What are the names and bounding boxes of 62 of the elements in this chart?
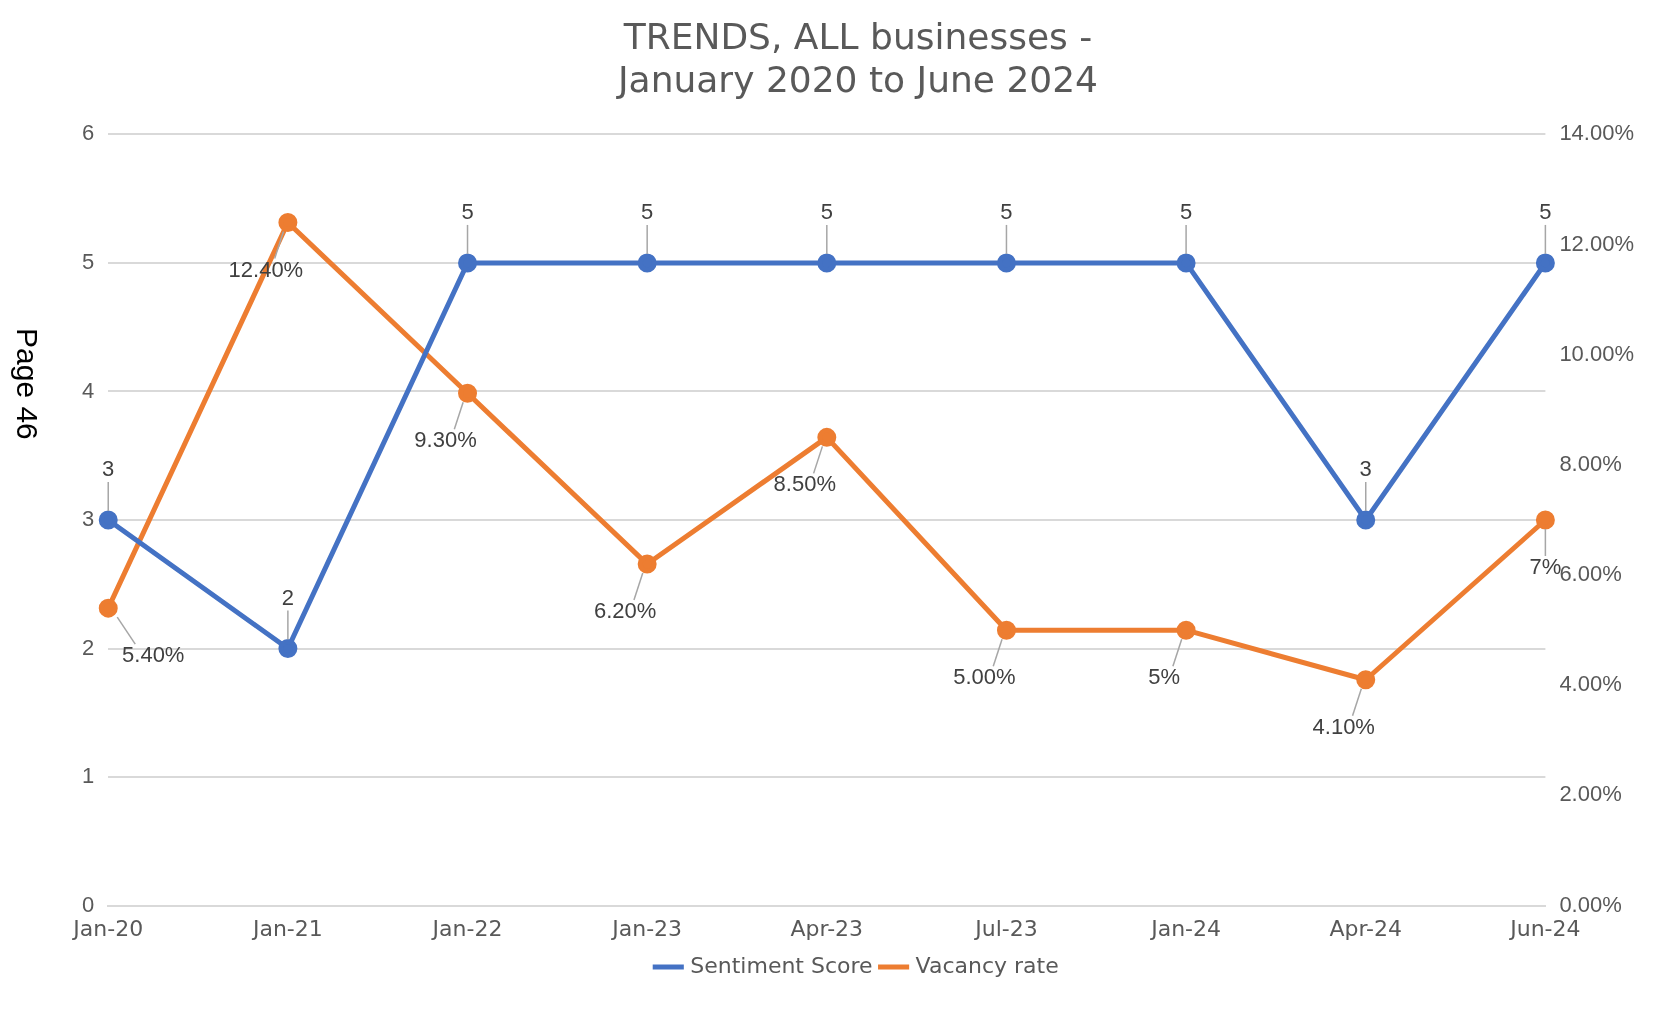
data-label: 2 [281,584,294,610]
point [278,639,298,659]
y2-tick-label: 0.00% [1559,891,1622,917]
data-label: 8.50% [773,471,837,497]
point [278,213,298,233]
data-label: 6.20% [593,598,657,624]
y-tick-label: 4 [81,377,95,403]
data-label: 5% [1148,664,1180,690]
data-label: 5 [461,199,474,224]
point [1535,510,1555,530]
point [98,598,118,618]
data-label: 3 [102,456,115,482]
data-label: 5.40% [122,642,185,668]
y2-tick-label: 4.00% [1559,671,1622,697]
text: Page 46 [10,328,44,440]
legend-label: Sentiment Score [690,952,873,978]
point [1356,670,1376,690]
point [817,427,837,447]
x-tick-label: Jul-23 [973,915,1038,941]
data-label: 5 [1539,199,1552,224]
y2-tick-label: 2.00% [1559,781,1622,807]
legend-label: Vacancy rate [915,952,1059,978]
x-tick-label: Jun-24 [1508,915,1581,941]
point [817,253,837,273]
data-label: 5 [1179,199,1193,224]
y-tick-label: 3 [81,506,95,532]
x-tick-label: Jan-22 [430,915,503,941]
data-label: 5 [1000,199,1013,224]
x-tick-label: Jan-24 [1149,915,1222,941]
y-tick-label: 1 [81,763,95,789]
data-label: 5.00% [953,664,1016,690]
y-tick-label: 5 [81,249,95,274]
data-label: 4.10% [1312,713,1375,739]
data-label: 3 [1359,456,1372,482]
y-tick-label: 0 [81,891,95,917]
y2-tick-label: 8.00% [1559,450,1622,476]
point [1176,620,1196,640]
y2-tick-label: 6.00% [1559,561,1622,587]
x-tick-label: Apr-23 [790,915,864,941]
point [637,253,657,273]
point [637,554,657,574]
chart-title: TRENDS, ALL businesses - January 2020 to June 2024 [615,15,1099,101]
point [996,253,1016,273]
x-tick-label: Apr-24 [1329,915,1403,941]
y2-tick-label: 14.00% [1559,120,1635,146]
point [1356,510,1376,530]
point [98,510,118,530]
x-tick-label: Jan-23 [610,915,683,941]
point [996,620,1016,640]
x-tick-label: Jan-21 [250,915,323,941]
data-label: 9.30% [414,427,477,453]
x-tick-label: Jan-20 [71,915,144,941]
point [458,383,478,403]
point [1176,253,1196,273]
y-tick-label: 6 [81,120,95,146]
data-label: 5 [641,199,654,224]
data-label: 5 [820,199,833,224]
y2-tick-label: 10.00% [1559,340,1635,366]
point [458,253,478,273]
point [1535,253,1555,273]
y-tick-label: 2 [81,634,95,660]
y2-tick-label: 12.00% [1559,230,1635,256]
